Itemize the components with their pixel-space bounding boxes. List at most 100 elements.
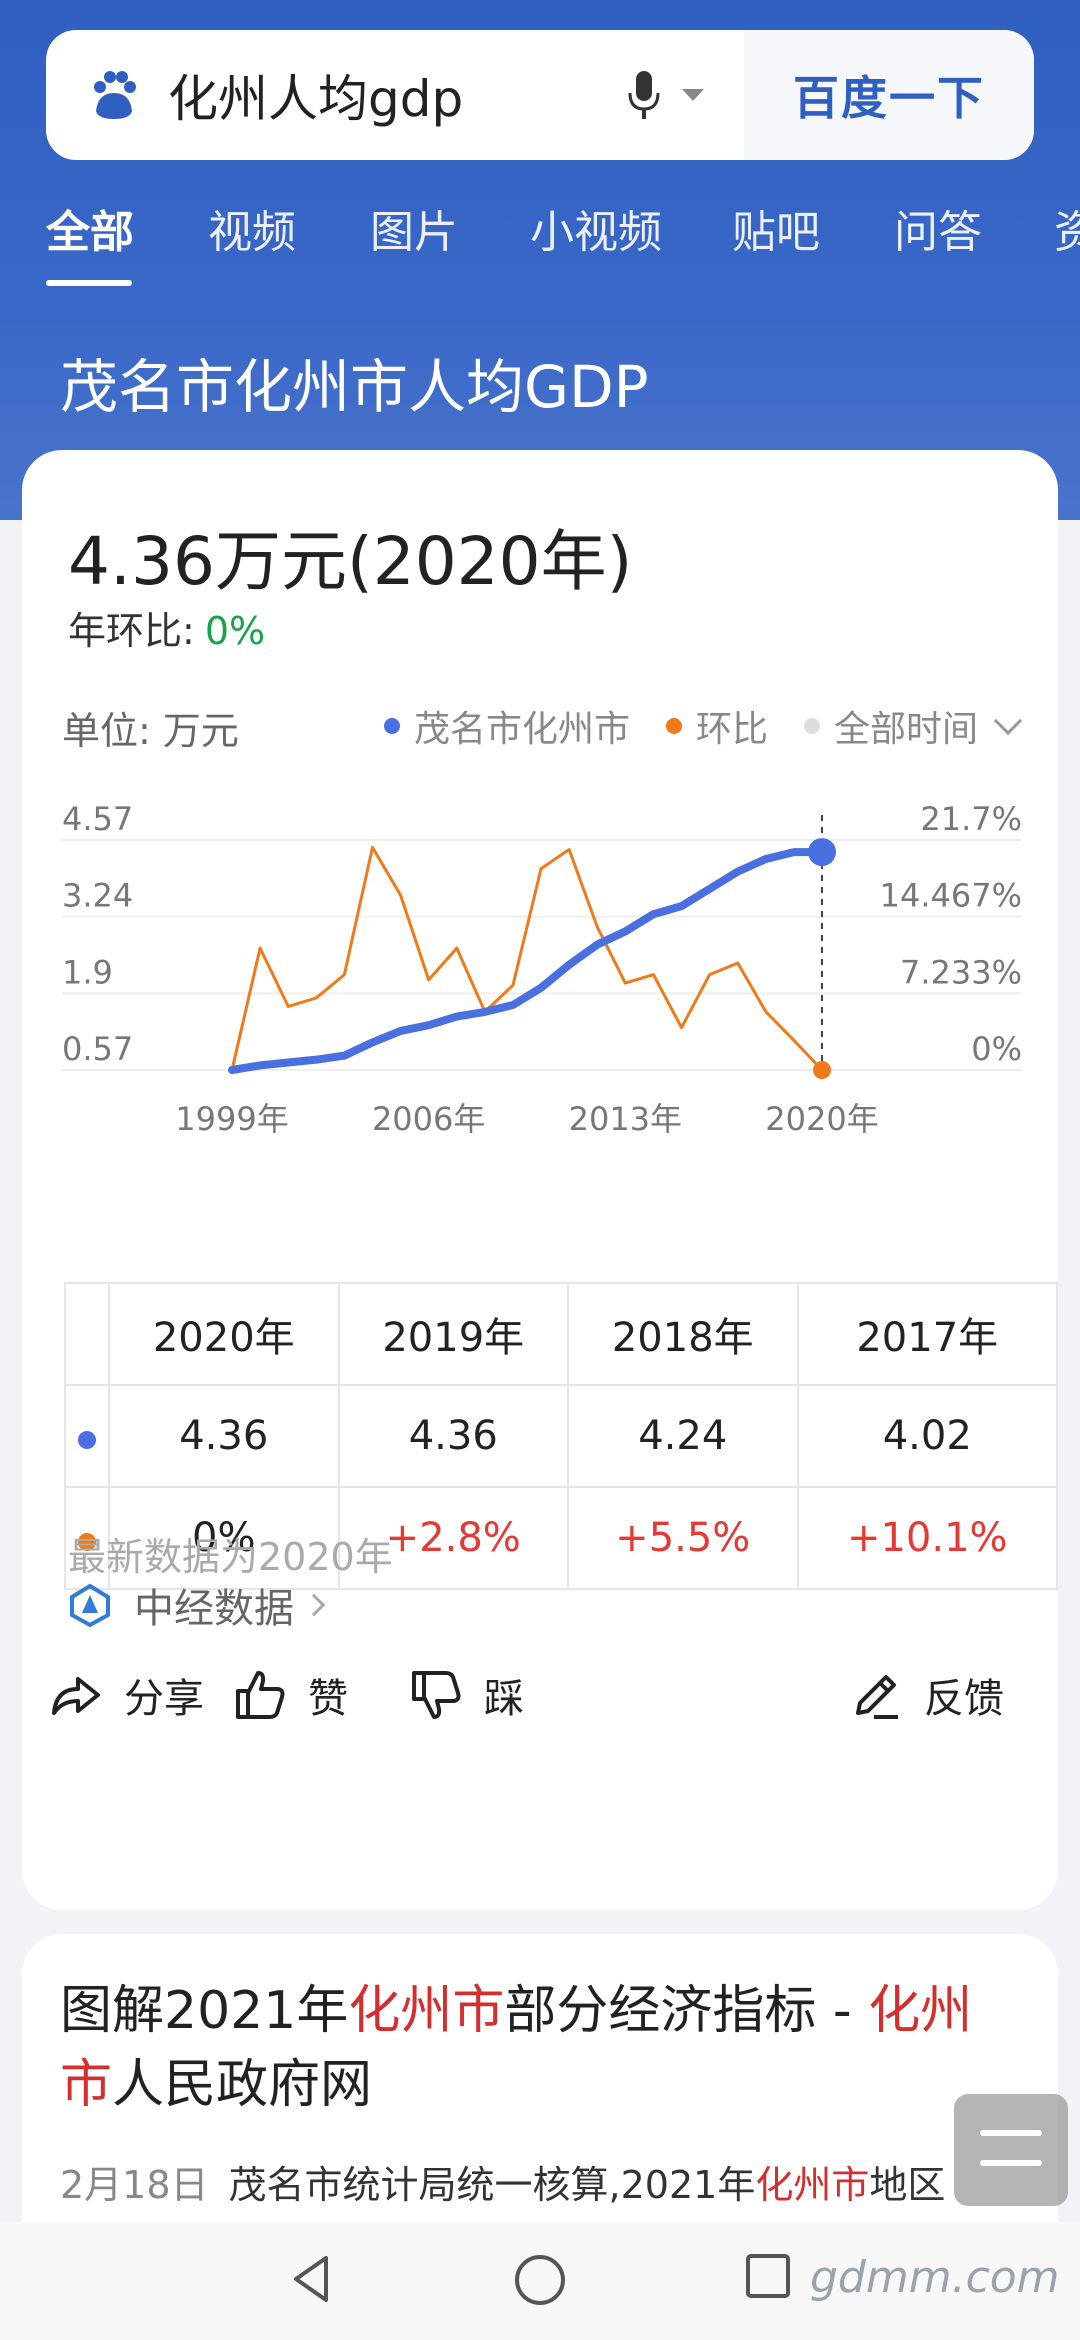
yoy-label: 年环比:	[68, 609, 195, 653]
x-tick-label: 1999年	[175, 1100, 288, 1138]
tab-images[interactable]: 图片	[370, 207, 458, 258]
tab-short-video[interactable]: 小视频	[530, 207, 662, 258]
feedback-label: 反馈	[924, 1676, 1004, 1722]
active-tab-indicator	[46, 280, 132, 286]
pencil-icon	[856, 1675, 898, 1719]
menu-line	[980, 2160, 1042, 2166]
legend-label-growth: 环比	[695, 709, 768, 750]
table-value-cell: 4.24	[567, 1384, 799, 1488]
source-logo-icon	[70, 1583, 110, 1627]
result-snippet: 2月18日 茂名市统计局统一核算,2021年化州市地区	[60, 2154, 945, 2209]
legend-series-gdp[interactable]: 茂名市化州市	[383, 700, 630, 752]
table-value-cell: 0%	[108, 1486, 340, 1590]
blue-dot-icon	[78, 1431, 96, 1449]
source-label: 中经数据	[134, 1586, 294, 1632]
table-row-gdp: 4.36 4.36 4.24 4.02	[64, 1384, 1058, 1488]
watermark: gdmm.com	[810, 2252, 1060, 2303]
snippet-highlight: 化州市	[755, 2163, 870, 2207]
tab-video[interactable]: 视频	[208, 207, 296, 258]
home-circle-icon[interactable]	[512, 2252, 568, 2308]
tab-all[interactable]: 全部	[46, 207, 134, 258]
result-title-link[interactable]: 图解2021年化州市部分经济指标 - 化州市人民政府网	[60, 1974, 1020, 2122]
result-heading: 茂名市化州市人均GDP	[60, 353, 649, 421]
share-icon	[52, 1677, 100, 1715]
search-button[interactable]: 百度一下	[744, 30, 1034, 160]
table-value-cell: +5.5%	[567, 1486, 799, 1590]
y-right-tick-label: 21.7%	[920, 800, 1022, 838]
search-query[interactable]: 化州人均gdp	[168, 70, 464, 128]
unit-label: 单位: 万元	[62, 709, 239, 753]
legend-dot-blue	[383, 718, 400, 734]
snippet-part: 茂名市统计局统一核算,2021年	[228, 2163, 756, 2207]
share-label: 分享	[124, 1676, 204, 1722]
y-right-tick-label: 7.233%	[900, 953, 1022, 991]
table-corner-cell	[64, 1282, 110, 1386]
tab-info[interactable]: 资	[1054, 207, 1080, 258]
microphone-icon[interactable]	[624, 67, 664, 123]
gdp-endpoint-marker	[808, 838, 836, 867]
tab-tieba[interactable]: 贴吧	[732, 207, 820, 258]
growth-endpoint-marker	[813, 1061, 831, 1079]
table-year-cell: 2019年	[337, 1282, 569, 1386]
table-value-cell: 4.36	[108, 1384, 340, 1488]
thumbs-up-icon	[236, 1671, 285, 1719]
recents-square-icon[interactable]	[744, 2252, 794, 2302]
snippet-part: 地区	[869, 2163, 946, 2207]
action-bar: 分享 赞 踩 反馈	[22, 1666, 1058, 1756]
menu-line	[980, 2130, 1042, 2136]
gdp-line-chart[interactable]: 4.57 21.7% 3.24 14.467% 1.9 7.233% 0.57 0% 1999年…	[22, 770, 1058, 1210]
latest-data-note: 最新数据为2020年	[68, 1535, 393, 1579]
time-range-selector[interactable]: 全部时间	[803, 700, 1023, 752]
series-line-growth	[230, 845, 824, 1072]
legend-label-gdp: 茂名市化州市	[413, 709, 630, 750]
x-tick-label: 2020年	[765, 1100, 878, 1138]
x-tick-label: 2006年	[372, 1100, 485, 1138]
search-tabs: 全部 视频 图片 小视频 贴吧 问答 资	[0, 196, 1080, 286]
title-highlight: 化州市	[60, 1981, 973, 2115]
legend-dot-gray	[803, 718, 820, 734]
y-left-tick-label: 0.57	[62, 1030, 133, 1068]
thumbs-down-icon	[412, 1671, 461, 1719]
like-label: 赞	[308, 1676, 348, 1722]
time-range-label: 全部时间	[833, 709, 978, 750]
orange-dot-icon	[78, 1533, 96, 1551]
search-bar[interactable]: 化州人均gdp 百度一下	[46, 30, 1034, 160]
title-part: 部分经济指标 -	[504, 1981, 869, 2041]
gdp-data-card: 4.36万元(2020年) 年环比: 0% 单位: 万元 茂名市化州市 环比 全部…	[22, 450, 1058, 1910]
y-left-tick-label: 4.57	[62, 800, 133, 838]
floating-menu-button[interactable]	[954, 2094, 1068, 2206]
dislike-label: 踩	[484, 1676, 524, 1722]
series-line-gdp	[228, 848, 826, 1074]
chart-legend: 茂名市化州市 环比 全部时间	[348, 700, 1023, 752]
table-header-row: 2020年 2019年 2018年 2017年	[64, 1282, 1058, 1386]
y-left-tick-label: 3.24	[62, 877, 133, 915]
chevron-down-icon	[993, 706, 1023, 736]
current-value: 4.36万元(2020年)	[68, 523, 633, 600]
table-value-cell: +2.8%	[337, 1486, 569, 1590]
legend-series-growth[interactable]: 环比	[665, 700, 768, 752]
table-value-cell: 4.36	[337, 1384, 569, 1488]
y-right-tick-label: 14.467%	[880, 877, 1022, 915]
dislike-button[interactable]: 踩	[408, 1666, 524, 1724]
result-date: 2月18日	[60, 2163, 209, 2207]
baidu-paw-icon	[94, 71, 136, 119]
voice-dropdown-caret-icon[interactable]	[682, 89, 704, 101]
title-part: 人民政府网	[112, 2055, 373, 2115]
table-year-cell: 2020年	[108, 1282, 340, 1386]
table-marker-cell	[64, 1384, 110, 1488]
tab-qa[interactable]: 问答	[894, 207, 982, 258]
y-left-tick-label: 1.9	[62, 953, 113, 991]
table-value-cell: +10.1%	[796, 1486, 1058, 1590]
back-triangle-icon[interactable]	[286, 2252, 336, 2306]
share-button[interactable]: 分享	[48, 1666, 204, 1724]
y-right-tick-label: 0%	[971, 1030, 1022, 1068]
chevron-right-icon	[302, 1593, 326, 1617]
like-button[interactable]: 赞	[232, 1666, 348, 1724]
table-year-cell: 2018年	[567, 1282, 799, 1386]
search-input[interactable]: 化州人均gdp	[46, 30, 744, 160]
table-value-cell: 4.02	[796, 1384, 1058, 1488]
title-highlight: 化州市	[348, 1981, 505, 2041]
source-link[interactable]: 中经数据	[68, 1576, 326, 1634]
data-table: 2020年 2019年 2018年 2017年 4.36 4.36 4.24 4…	[64, 1282, 1058, 1590]
feedback-button[interactable]: 反馈	[848, 1666, 1004, 1724]
